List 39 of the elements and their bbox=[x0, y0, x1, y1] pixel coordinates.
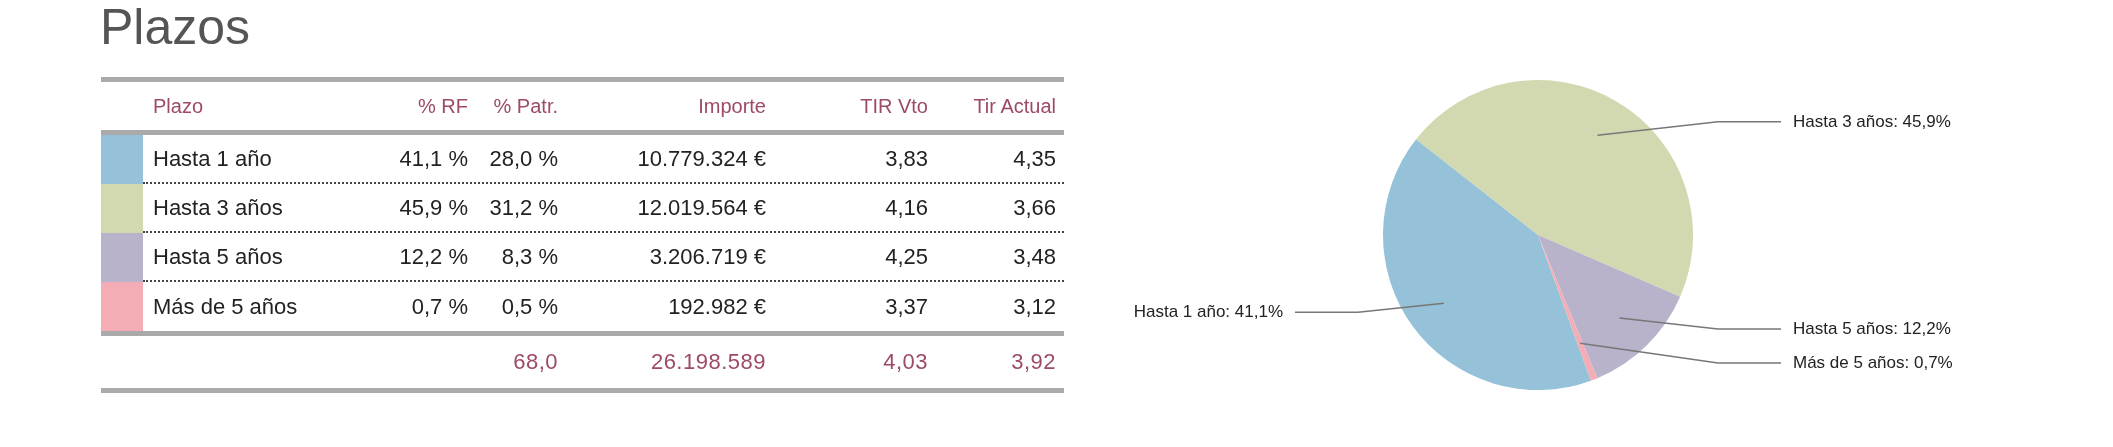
data-label: 0,7 % bbox=[410, 293, 468, 320]
data-label: 12.019.564 € bbox=[636, 194, 766, 221]
text: % Patr. bbox=[492, 94, 558, 118]
text: Tir Actual bbox=[972, 94, 1057, 118]
data-label: 3,37 bbox=[884, 293, 928, 320]
text: Plazos bbox=[100, 0, 251, 57]
data-label: 3,48 bbox=[1012, 243, 1057, 270]
data-label: 8,3 % bbox=[500, 243, 558, 270]
slice-label: Hasta 1 año: 41,1% bbox=[1133, 302, 1283, 322]
data-label: 3.206.719 € bbox=[648, 243, 766, 270]
slice-label: Más de 5 años: 0,7% bbox=[1793, 352, 1953, 372]
slice-label: Hasta 5 años: 12,2% bbox=[1793, 318, 1951, 338]
data-label: 0,5 % bbox=[500, 293, 558, 320]
data-label: 4,35 bbox=[1012, 145, 1057, 172]
data-label: 3,66 bbox=[1012, 194, 1057, 221]
data-label: 45,9 % bbox=[398, 194, 468, 221]
text: 4,03 bbox=[883, 349, 928, 374]
data-label: 28,0 % bbox=[488, 145, 558, 172]
data-label: 10.779.324 € bbox=[636, 145, 766, 172]
slice-label: Hasta 3 años: 45,9% bbox=[1793, 111, 1951, 131]
data-label: 4,25 bbox=[884, 243, 928, 270]
text: 3,92 bbox=[1011, 349, 1056, 374]
text: 26.198.589 bbox=[650, 349, 766, 374]
text: Importe bbox=[697, 94, 766, 118]
data-label: 12,2 % bbox=[398, 243, 468, 270]
text: Plazo bbox=[152, 94, 205, 118]
text: % RF bbox=[417, 94, 468, 118]
category-label: Más de 5 años bbox=[152, 293, 299, 320]
category-label: Hasta 1 año bbox=[152, 145, 273, 172]
data-label: 31,2 % bbox=[488, 194, 558, 221]
data-label: 3,12 bbox=[1012, 293, 1057, 320]
text: 68,0 bbox=[513, 349, 558, 374]
category-label: Hasta 3 años bbox=[152, 194, 284, 221]
text: TIR Vto bbox=[859, 94, 928, 118]
data-label: 41,1 % bbox=[398, 145, 468, 172]
data-label: 192.982 € bbox=[667, 293, 766, 320]
data-label: 3,83 bbox=[884, 145, 928, 172]
data-label: 4,16 bbox=[884, 194, 928, 221]
category-label: Hasta 5 años bbox=[152, 243, 284, 270]
